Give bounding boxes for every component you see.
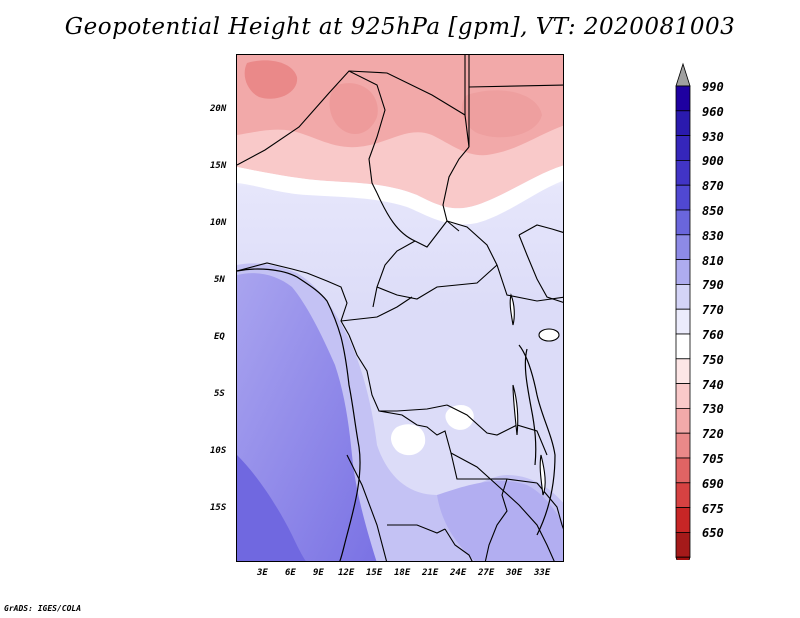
colorbar-swatch xyxy=(675,432,691,459)
colorbar-swatch xyxy=(675,283,691,310)
lat-label: 10N xyxy=(210,218,227,228)
colorbar-swatch xyxy=(675,333,691,360)
footer-credit: GrADS: IGES/COLA xyxy=(4,604,82,613)
colorbar-swatch xyxy=(675,85,691,112)
colorbar-label: 870 xyxy=(702,179,724,194)
colorbar-label: 750 xyxy=(702,352,724,367)
colorbar-swatch xyxy=(675,110,691,136)
colorbar-swatch xyxy=(675,234,691,261)
colorbar-label: 930 xyxy=(702,129,724,144)
colorbar-swatch xyxy=(675,259,691,285)
colorbar-swatch xyxy=(675,507,691,533)
lon-label: 30E xyxy=(506,568,523,578)
lon-label: 9E xyxy=(313,568,324,578)
map-plot-area xyxy=(236,54,564,562)
lat-label: 15N xyxy=(210,161,227,171)
lon-label: 33E xyxy=(534,568,551,578)
colorbar-label: 730 xyxy=(702,402,724,417)
colorbar-swatch xyxy=(675,531,691,558)
lat-label: 20N xyxy=(210,104,227,114)
field-band-850 xyxy=(237,455,306,561)
field-band-720-central xyxy=(329,83,378,135)
lon-label: 27E xyxy=(478,568,495,578)
field-patch-760-b xyxy=(445,404,474,430)
colorbar-label: 675 xyxy=(702,501,724,516)
geopotential-field-map xyxy=(237,55,563,561)
lat-label: EQ xyxy=(214,332,225,342)
lake-victoria xyxy=(538,328,560,342)
lon-label: 24E xyxy=(450,568,467,578)
colorbar-label: 770 xyxy=(702,303,724,318)
colorbar-swatch xyxy=(675,209,691,236)
map-title: Geopotential Height at 925hPa [gpm], VT:… xyxy=(64,14,736,40)
colorbar-top-arrow xyxy=(675,62,691,87)
lat-label: 10S xyxy=(210,446,227,456)
colorbar-label: 720 xyxy=(702,427,724,442)
colorbar-swatch xyxy=(675,457,691,484)
field-band-760 xyxy=(237,165,563,225)
colorbar-label: 990 xyxy=(702,80,724,94)
colorbar-swatch xyxy=(675,160,691,186)
colorbar-label: 810 xyxy=(702,253,724,268)
colorbar-label: 830 xyxy=(702,228,724,243)
colorbar-label: 705 xyxy=(702,452,724,466)
colorbar-swatch xyxy=(675,308,691,335)
lon-label: 15E xyxy=(366,568,383,578)
field-band-725-east xyxy=(461,90,542,138)
lat-label: 5S xyxy=(214,389,225,399)
lon-label: 12E xyxy=(338,568,355,578)
lakes xyxy=(509,293,560,496)
field-band-830 xyxy=(237,273,377,561)
colorbar-label: 740 xyxy=(702,377,724,392)
lat-label: 5N xyxy=(214,275,225,285)
field-band-720-west xyxy=(244,60,298,99)
lake-malawi xyxy=(539,454,546,496)
lake-tanganyika xyxy=(512,384,519,436)
lake-albert xyxy=(509,293,515,326)
field-patch-760 xyxy=(391,424,426,456)
colorbar-label: 790 xyxy=(702,278,724,293)
lon-label: 18E xyxy=(394,568,411,578)
lon-label: 21E xyxy=(422,568,439,578)
colorbar-bottom-arrow xyxy=(675,556,691,560)
coastline xyxy=(237,268,556,561)
colorbar-swatch xyxy=(675,358,691,384)
colorbar-swatch xyxy=(675,135,691,161)
colorbar-swatch xyxy=(675,482,691,508)
colorbar-swatch xyxy=(675,383,691,409)
colorbar-label: 960 xyxy=(702,104,724,119)
lat-label: 15S xyxy=(210,503,227,513)
colorbar-label: 650 xyxy=(702,526,724,541)
colorbar-label: 760 xyxy=(702,328,724,342)
colorbar-label: 900 xyxy=(702,154,724,169)
colorbar-swatch xyxy=(675,184,691,211)
lon-label: 6E xyxy=(285,568,296,578)
colorbar-label: 850 xyxy=(702,204,724,218)
colorbar-label: 690 xyxy=(702,476,724,491)
colorbar-swatch xyxy=(675,407,691,434)
colorbar xyxy=(675,62,691,560)
lon-label: 3E xyxy=(257,568,268,578)
